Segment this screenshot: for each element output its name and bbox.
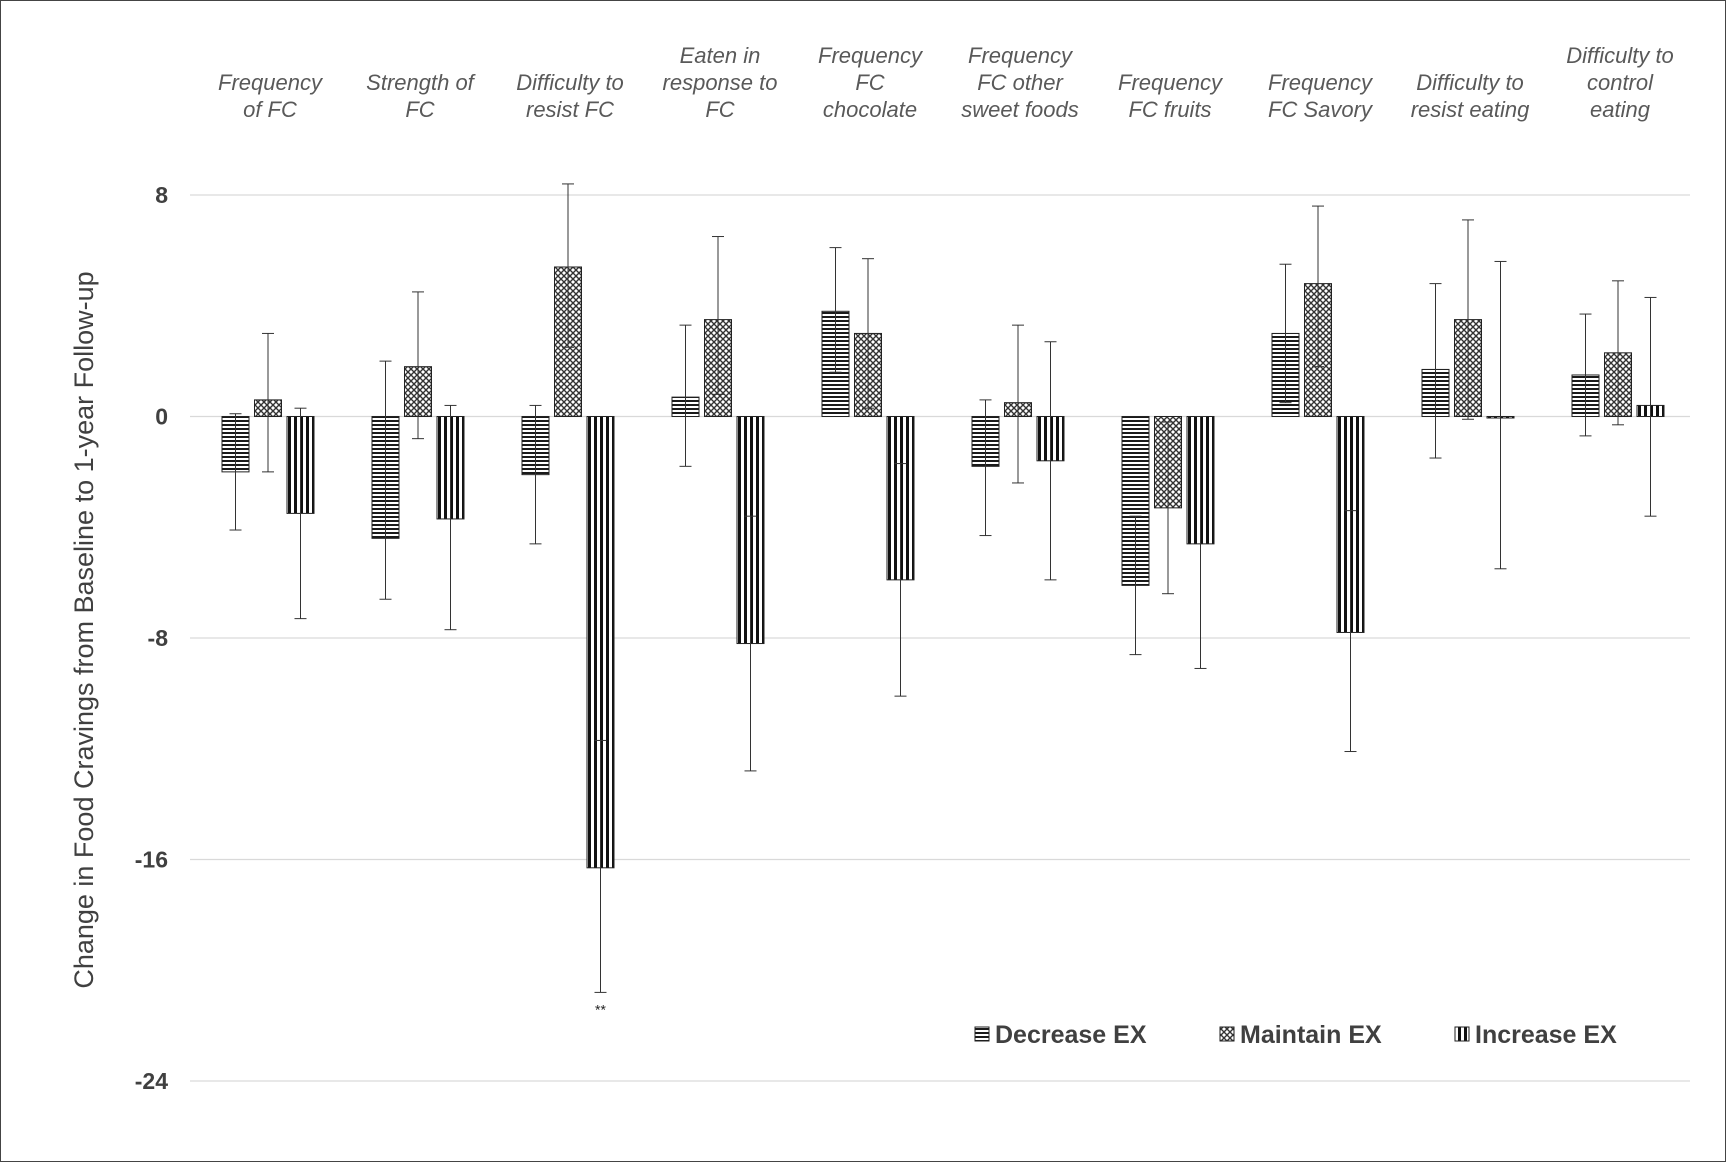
category-label-line: Frequency: [968, 43, 1074, 68]
error-bar: [529, 404, 542, 545]
legend-swatch: [1219, 1026, 1235, 1042]
y-tick-label: -8: [148, 625, 169, 651]
error-bar: [1429, 283, 1442, 459]
legend-item: Decrease EX: [974, 1021, 1147, 1049]
category-label-line: Strength of: [366, 70, 477, 95]
legend: Decrease EX Maintain EX Increase EX: [974, 1021, 1617, 1049]
legend-label: Increase EX: [1475, 1021, 1617, 1049]
error-bar: [1279, 263, 1292, 404]
legend-label: Maintain EX: [1240, 1021, 1382, 1049]
category-label-line: Frequency: [818, 43, 924, 68]
category-label-line: Frequency: [1268, 70, 1374, 95]
error-bar: [979, 399, 992, 537]
error-bar: [229, 413, 242, 531]
error-bar: [1612, 280, 1624, 426]
error-bar: [1494, 260, 1507, 570]
error-bar: [379, 360, 392, 600]
category-label-line: chocolate: [823, 97, 917, 122]
legend-swatch: [974, 1026, 990, 1042]
category-label-line: sweet foods: [961, 97, 1078, 122]
legend-item: Maintain EX: [1219, 1021, 1382, 1049]
error-bar: [1462, 219, 1474, 420]
error-bar: [744, 515, 757, 772]
bars: [221, 266, 1665, 869]
error-bar: [1044, 341, 1057, 581]
category-label-line: Difficulty to: [1416, 70, 1524, 95]
y-tick-label: -24: [135, 1068, 168, 1094]
category-label-line: control: [1587, 70, 1654, 95]
category-label-line: Difficulty to: [1566, 43, 1674, 68]
category-label-line: resist eating: [1411, 97, 1530, 122]
category-label-line: of FC: [243, 97, 297, 122]
y-tick-label: -16: [135, 847, 168, 873]
error-bar: [1162, 421, 1174, 595]
error-bar: [1194, 416, 1207, 669]
category-label-line: Frequency: [218, 70, 324, 95]
error-bar: [562, 183, 574, 348]
error-bar: [1312, 205, 1324, 368]
category-label-line: response to: [663, 70, 778, 95]
y-tick-label: 8: [155, 182, 168, 208]
error-bar: [679, 324, 692, 467]
category-label-line: FC other: [977, 70, 1064, 95]
error-bar: [262, 332, 274, 473]
error-bar: [594, 739, 607, 993]
error-bars: [229, 183, 1657, 993]
category-label-line: FC: [405, 97, 434, 122]
legend-item: Increase EX: [1454, 1021, 1617, 1049]
error-bar: [829, 247, 842, 373]
category-label-line: FC: [705, 97, 734, 122]
error-bar: [1012, 324, 1024, 484]
y-tick-label: 0: [155, 404, 168, 430]
category-label-line: FC: [855, 70, 884, 95]
error-bar: [1579, 313, 1592, 437]
error-bar: [894, 463, 907, 697]
significance-marker: **: [595, 1001, 606, 1017]
category-label-line: FC fruits: [1128, 97, 1211, 122]
error-bar: [1644, 296, 1657, 517]
error-bar: [712, 236, 724, 395]
category-label-line: FC Savory: [1268, 97, 1374, 122]
y-axis-label: Change in Food Cravings from Baseline to…: [69, 271, 99, 988]
category-label-line: Eaten in: [680, 43, 761, 68]
legend-swatch: [1454, 1026, 1470, 1042]
legend-label: Decrease EX: [995, 1021, 1147, 1049]
error-bar: [862, 258, 874, 409]
chart-text: 8 0 -8 -16 -24 Change in Food Cravings from B…: [69, 43, 1674, 1094]
error-bar: [1129, 515, 1142, 656]
category-label-line: Difficulty to: [516, 70, 624, 95]
error-bar: [412, 291, 424, 440]
category-label-line: resist FC: [526, 97, 614, 122]
category-label-line: Frequency: [1118, 70, 1224, 95]
category-label-line: eating: [1590, 97, 1651, 122]
error-bar: [294, 407, 307, 620]
error-bar: [444, 404, 457, 631]
error-bar: [1344, 510, 1357, 753]
